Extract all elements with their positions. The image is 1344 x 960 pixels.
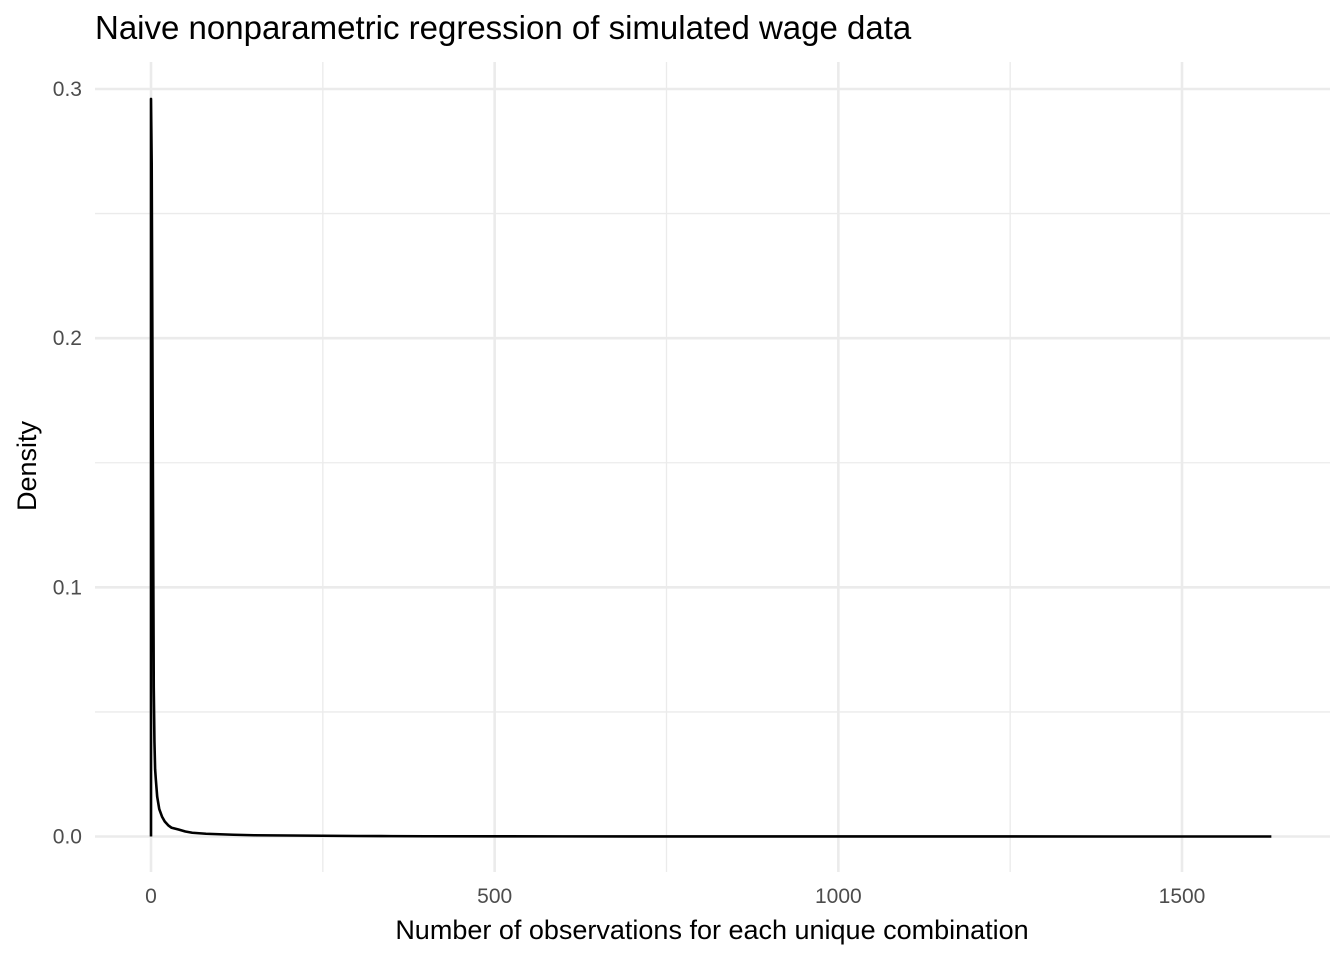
x-tick-label: 500 bbox=[477, 885, 512, 908]
y-tick-label: 0.3 bbox=[53, 78, 82, 101]
y-tick-label: 0.0 bbox=[53, 826, 82, 849]
series-layer bbox=[149, 97, 1272, 838]
x-tick-label: 0 bbox=[145, 885, 157, 908]
y-tick-label: 0.1 bbox=[53, 576, 82, 599]
x-axis-tick-labels: 0 500 1000 1500 bbox=[145, 885, 1205, 908]
minor-gridlines-x bbox=[322, 62, 1011, 872]
x-tick-label: 1000 bbox=[815, 885, 862, 908]
y-axis-tick-labels: 0.0 0.1 0.2 0.3 bbox=[53, 78, 82, 849]
minor-gridlines-y bbox=[95, 212, 1330, 713]
y-tick-label: 0.2 bbox=[53, 327, 82, 350]
y-axis-title: Density bbox=[12, 420, 42, 511]
density-line bbox=[149, 97, 1272, 838]
chart-title: Naive nonparametric regression of simula… bbox=[95, 9, 912, 46]
x-axis-title: Number of observations for each unique c… bbox=[395, 915, 1028, 945]
x-tick-label: 1500 bbox=[1159, 885, 1206, 908]
